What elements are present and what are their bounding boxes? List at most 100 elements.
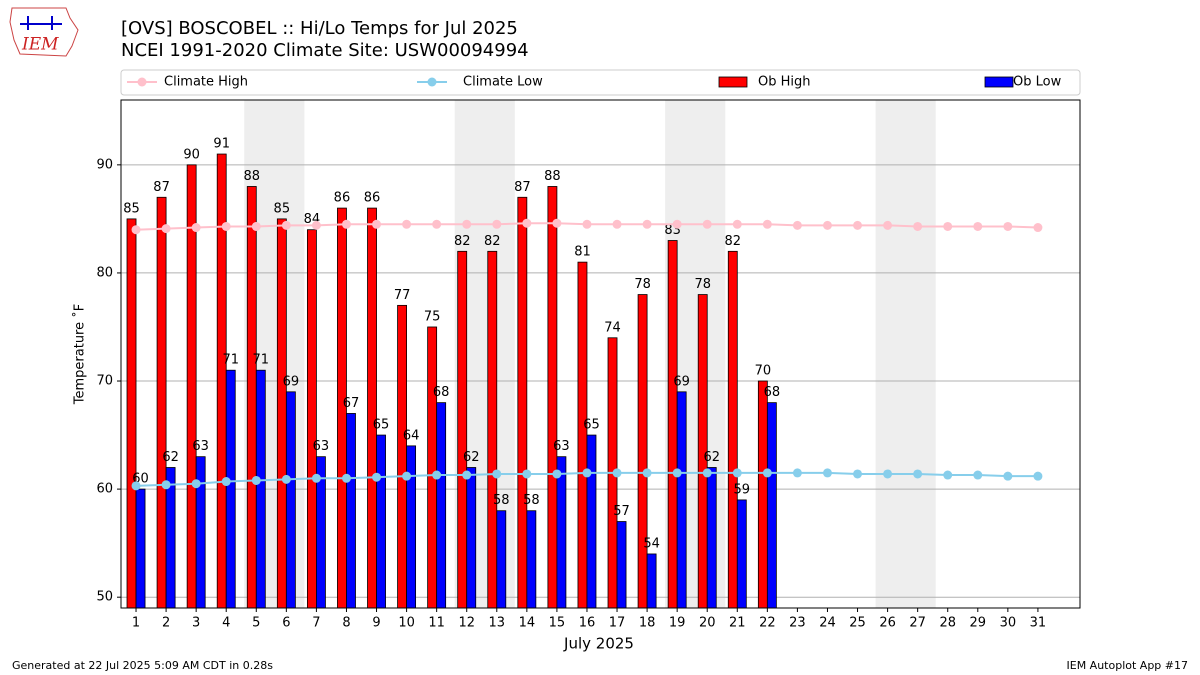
- bar: [667, 240, 678, 609]
- marker: [822, 468, 832, 478]
- marker: [883, 469, 893, 479]
- marker: [792, 468, 802, 478]
- legend-marker: [427, 77, 437, 87]
- y-tick-label: 90: [96, 157, 113, 172]
- data-label: 67: [343, 396, 360, 411]
- y-tick-label: 80: [96, 265, 113, 280]
- bar: [246, 186, 257, 609]
- bar: [306, 229, 317, 609]
- marker: [762, 219, 772, 229]
- data-label: 63: [313, 439, 330, 454]
- data-label: 63: [192, 439, 209, 454]
- marker: [522, 469, 532, 479]
- data-label: 86: [364, 191, 381, 206]
- marker: [251, 475, 261, 485]
- marker: [792, 220, 802, 230]
- bar: [255, 369, 266, 609]
- marker: [702, 468, 712, 478]
- data-label: 82: [725, 234, 742, 249]
- bar: [436, 402, 447, 609]
- data-label: 59: [734, 482, 751, 497]
- x-tick-label: 3: [192, 616, 200, 631]
- data-label: 65: [373, 418, 390, 433]
- marker: [522, 218, 532, 228]
- bar: [526, 510, 537, 609]
- marker: [822, 220, 832, 230]
- bar: [367, 207, 377, 609]
- bar: [346, 413, 356, 609]
- marker: [973, 221, 983, 231]
- x-tick-label: 15: [549, 616, 566, 631]
- x-tick-label: 18: [639, 616, 656, 631]
- legend-label: Climate High: [164, 75, 248, 90]
- marker: [1003, 221, 1013, 231]
- bar: [556, 456, 567, 609]
- marker: [251, 221, 261, 231]
- marker: [402, 219, 412, 229]
- data-label: 69: [673, 374, 690, 389]
- x-tick-label: 5: [252, 616, 260, 631]
- marker: [732, 219, 742, 229]
- y-tick-label: 50: [96, 590, 113, 605]
- plot-frame: [120, 99, 1081, 609]
- data-label: 68: [764, 385, 781, 400]
- bar: [496, 510, 507, 609]
- data-label: 69: [283, 374, 300, 389]
- logo-text: IEM: [21, 35, 59, 55]
- marker: [732, 468, 742, 478]
- marker: [612, 468, 622, 478]
- bar: [637, 294, 648, 609]
- x-tick-label: 13: [489, 616, 506, 631]
- marker: [131, 481, 141, 491]
- marker: [221, 477, 231, 487]
- marker: [672, 468, 682, 478]
- bar: [517, 196, 528, 609]
- x-tick-label: 30: [1000, 616, 1017, 631]
- marker: [221, 221, 231, 231]
- marker: [402, 471, 412, 481]
- footer-right: IEM Autoplot App #17: [1067, 659, 1189, 672]
- x-tick-label: 19: [669, 616, 686, 631]
- data-label: 78: [694, 277, 711, 292]
- data-label: 85: [274, 201, 291, 216]
- bar: [727, 250, 738, 609]
- data-label: 88: [544, 169, 561, 184]
- marker: [1033, 471, 1043, 481]
- bar: [195, 456, 206, 609]
- x-tick-label: 24: [819, 616, 836, 631]
- x-tick-label: 17: [609, 616, 626, 631]
- marker: [311, 220, 321, 230]
- marker: [191, 223, 201, 233]
- marker: [913, 469, 923, 479]
- bar: [457, 250, 468, 609]
- marker: [1033, 223, 1043, 233]
- x-tick-label: 10: [398, 616, 415, 631]
- legend-label: Ob Low: [1013, 75, 1062, 90]
- data-label: 68: [433, 385, 450, 400]
- data-label: 71: [253, 353, 270, 368]
- bar: [616, 521, 627, 609]
- marker: [612, 219, 622, 229]
- y-axis-label: Temperature ˚F: [72, 304, 88, 405]
- x-tick-label: 27: [909, 616, 926, 631]
- marker: [552, 218, 562, 228]
- data-label: 62: [703, 450, 720, 465]
- x-tick-label: 21: [729, 616, 746, 631]
- legend-swatch: [718, 76, 748, 88]
- x-tick-label: 2: [162, 616, 170, 631]
- marker: [883, 220, 893, 230]
- data-label: 63: [553, 439, 570, 454]
- bar: [406, 445, 417, 609]
- bar: [736, 499, 747, 609]
- marker: [191, 479, 201, 489]
- marker: [853, 469, 863, 479]
- bar: [276, 218, 287, 609]
- x-tick-label: 6: [282, 616, 290, 631]
- bar: [487, 250, 498, 609]
- marker: [642, 219, 652, 229]
- marker: [432, 219, 442, 229]
- legend-label: Climate Low: [463, 75, 543, 90]
- bar: [706, 467, 717, 609]
- marker: [281, 220, 291, 230]
